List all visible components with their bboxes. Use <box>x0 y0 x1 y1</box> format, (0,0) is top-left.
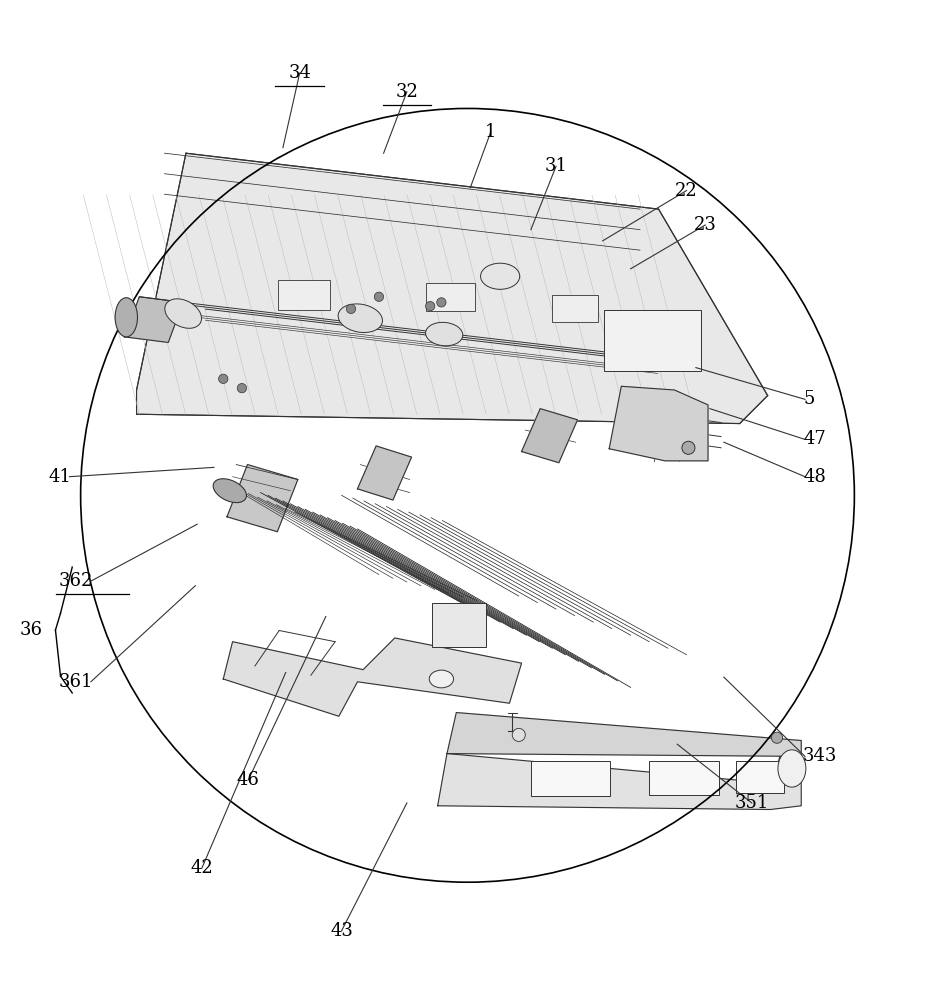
Text: 47: 47 <box>803 430 826 448</box>
Circle shape <box>437 298 446 307</box>
FancyBboxPatch shape <box>279 280 330 310</box>
Text: 42: 42 <box>191 859 213 877</box>
Ellipse shape <box>165 299 202 328</box>
Text: 48: 48 <box>803 468 826 486</box>
Text: 31: 31 <box>544 157 568 175</box>
Polygon shape <box>447 713 801 756</box>
Circle shape <box>425 301 435 311</box>
Polygon shape <box>357 446 411 500</box>
Text: 22: 22 <box>675 182 698 200</box>
Text: 23: 23 <box>694 216 716 234</box>
Ellipse shape <box>778 750 806 787</box>
Circle shape <box>682 441 695 454</box>
Text: 343: 343 <box>803 747 838 765</box>
Polygon shape <box>227 465 298 532</box>
Text: 46: 46 <box>237 771 260 789</box>
Text: 351: 351 <box>735 794 769 812</box>
Text: 5: 5 <box>803 390 814 408</box>
Circle shape <box>771 732 783 743</box>
Ellipse shape <box>429 670 453 688</box>
Polygon shape <box>522 409 578 463</box>
Ellipse shape <box>338 304 382 333</box>
Text: 362: 362 <box>58 572 93 590</box>
FancyBboxPatch shape <box>604 310 700 371</box>
FancyBboxPatch shape <box>426 283 475 311</box>
Polygon shape <box>124 297 183 342</box>
FancyBboxPatch shape <box>531 761 611 796</box>
Ellipse shape <box>481 263 520 289</box>
Polygon shape <box>610 386 708 461</box>
Ellipse shape <box>425 322 463 346</box>
Circle shape <box>237 383 247 393</box>
Text: 1: 1 <box>485 123 496 141</box>
Text: 34: 34 <box>288 64 311 82</box>
Ellipse shape <box>213 479 247 503</box>
Circle shape <box>346 304 355 314</box>
Text: 32: 32 <box>396 83 418 101</box>
Text: 36: 36 <box>20 621 43 639</box>
Circle shape <box>374 292 383 301</box>
Circle shape <box>219 374 228 383</box>
Polygon shape <box>438 754 801 809</box>
Circle shape <box>512 728 525 741</box>
Text: 361: 361 <box>58 673 93 691</box>
Polygon shape <box>223 638 522 716</box>
Text: 43: 43 <box>330 922 353 940</box>
FancyBboxPatch shape <box>432 603 486 647</box>
FancyBboxPatch shape <box>552 295 597 322</box>
FancyBboxPatch shape <box>736 761 784 793</box>
FancyBboxPatch shape <box>649 761 719 795</box>
Text: 41: 41 <box>49 468 71 486</box>
Polygon shape <box>137 153 768 424</box>
Ellipse shape <box>115 298 137 337</box>
